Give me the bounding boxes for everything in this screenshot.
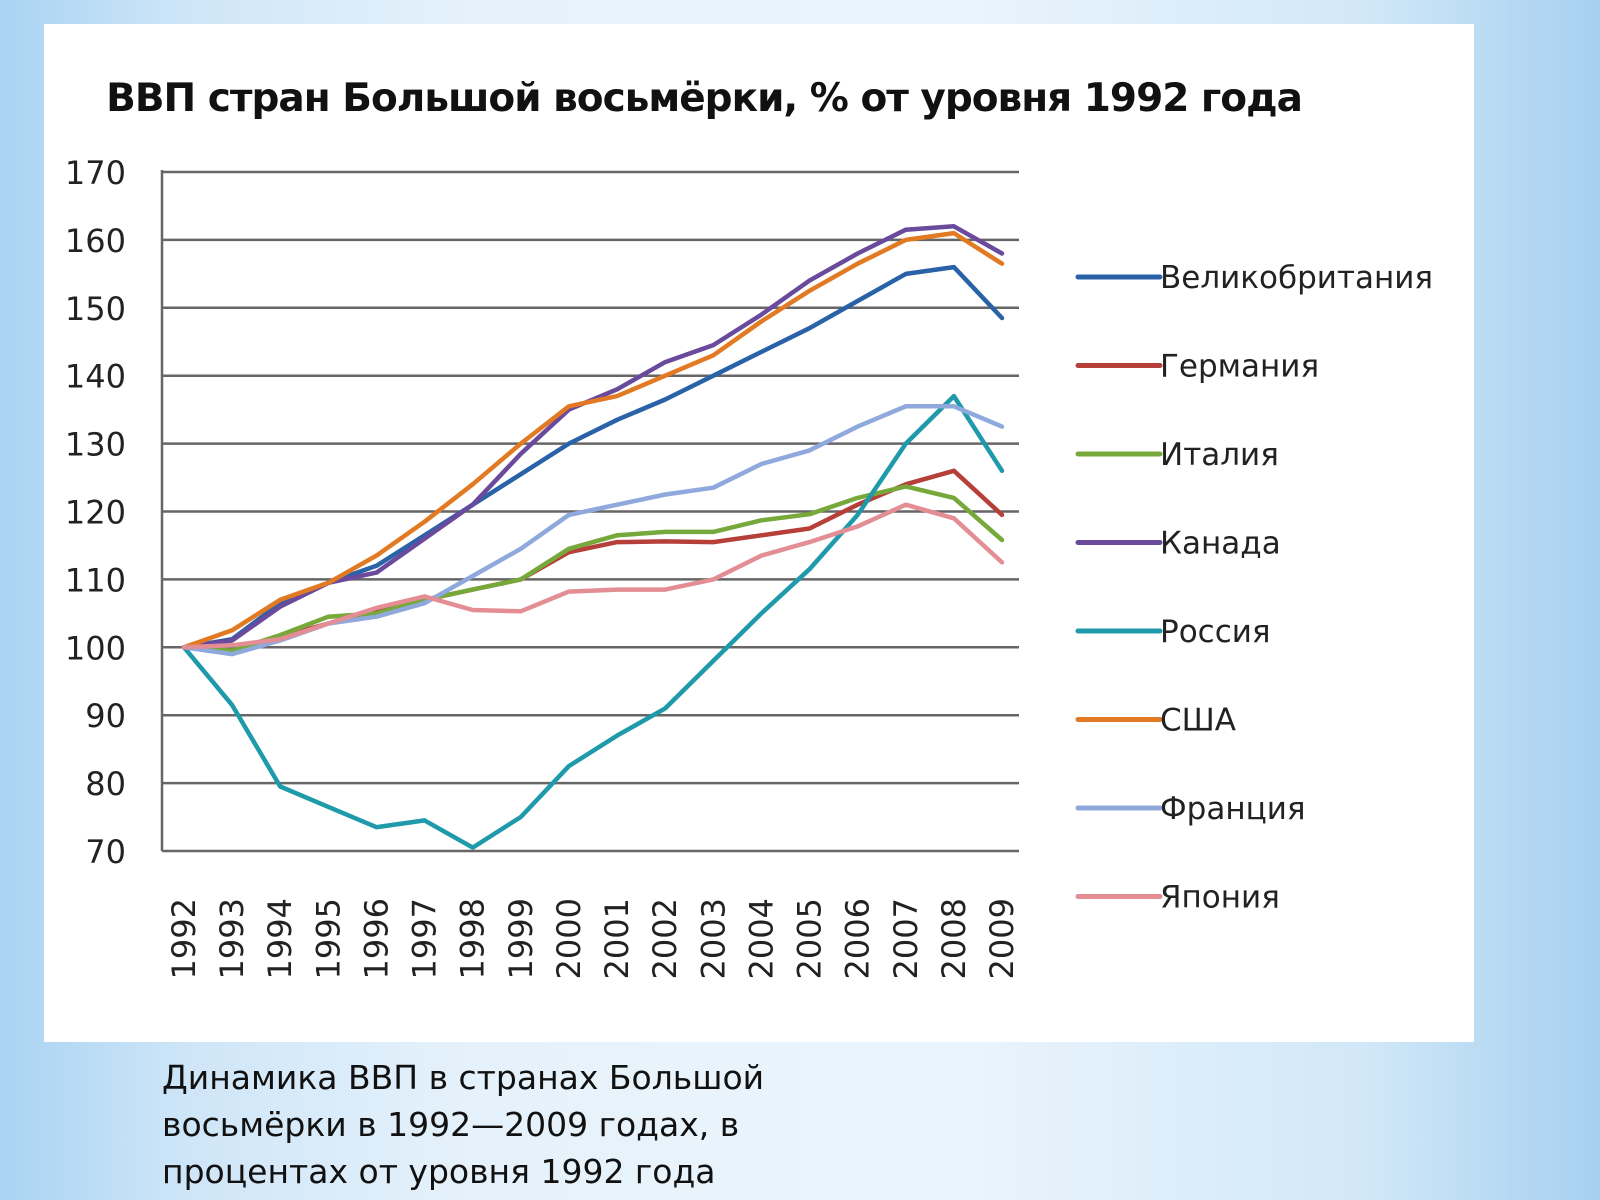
x-tick-label: 2000 <box>550 898 588 979</box>
x-tick-label: 2004 <box>742 898 780 979</box>
x-tick-label: 2001 <box>598 898 636 979</box>
y-tick-label: 140 <box>65 358 126 396</box>
x-tick-label: 1994 <box>261 898 299 979</box>
chart-caption: Динамика ВВП в странах Большой восьмёрки… <box>162 1058 765 1191</box>
line-chart: 70 80 90 100 110 120 130 140 150 160 170 1992 1993 19… <box>65 154 1433 979</box>
x-tick-label: 2006 <box>839 898 877 979</box>
x-tick-label: 1998 <box>454 898 492 979</box>
x-tick-label: 1993 <box>213 898 251 979</box>
legend-label: Великобритания <box>1160 260 1433 296</box>
chart-panel: ВВП стран Большой восьмёрки, % от уровня… <box>44 24 1474 1042</box>
legend-label: Франция <box>1160 791 1306 827</box>
x-tick-label: 1995 <box>309 898 347 979</box>
x-tick-label: 2002 <box>646 898 684 979</box>
y-tick-label: 170 <box>65 154 126 192</box>
legend-label: Германия <box>1160 349 1319 385</box>
x-tick-label: 2009 <box>983 898 1021 979</box>
legend-label: Италия <box>1160 437 1279 473</box>
legend-label: Канада <box>1160 526 1281 562</box>
x-tick-label: 2005 <box>791 898 829 979</box>
legend-label: США <box>1160 703 1236 739</box>
legend-label: Россия <box>1160 614 1271 650</box>
x-tick-label: 2007 <box>887 898 925 979</box>
y-tick-label: 90 <box>85 697 126 735</box>
series-line <box>181 484 1005 653</box>
y-tick-label: 120 <box>65 494 126 532</box>
x-tick-label: 1992 <box>165 898 203 979</box>
x-tick-label: 1996 <box>357 898 395 979</box>
series-line <box>181 502 1005 650</box>
series-line <box>181 230 1005 650</box>
series-line <box>181 393 1005 850</box>
y-tick-label: 100 <box>65 629 126 667</box>
y-tick-label: 70 <box>85 833 126 871</box>
x-tick-label: 2003 <box>694 898 732 979</box>
x-tick-label: 1997 <box>406 898 444 979</box>
y-tick-label: 80 <box>85 765 126 803</box>
x-tick-label: 1999 <box>502 898 540 979</box>
chart-title: ВВП стран Большой восьмёрки, % от уровня… <box>106 76 1303 121</box>
y-tick-label: 160 <box>65 222 126 260</box>
x-tick-label: 2008 <box>935 898 973 979</box>
y-tick-label: 150 <box>65 290 126 328</box>
y-tick-label: 130 <box>65 426 126 464</box>
legend-label: Япония <box>1160 880 1280 916</box>
y-tick-label: 110 <box>65 561 126 599</box>
